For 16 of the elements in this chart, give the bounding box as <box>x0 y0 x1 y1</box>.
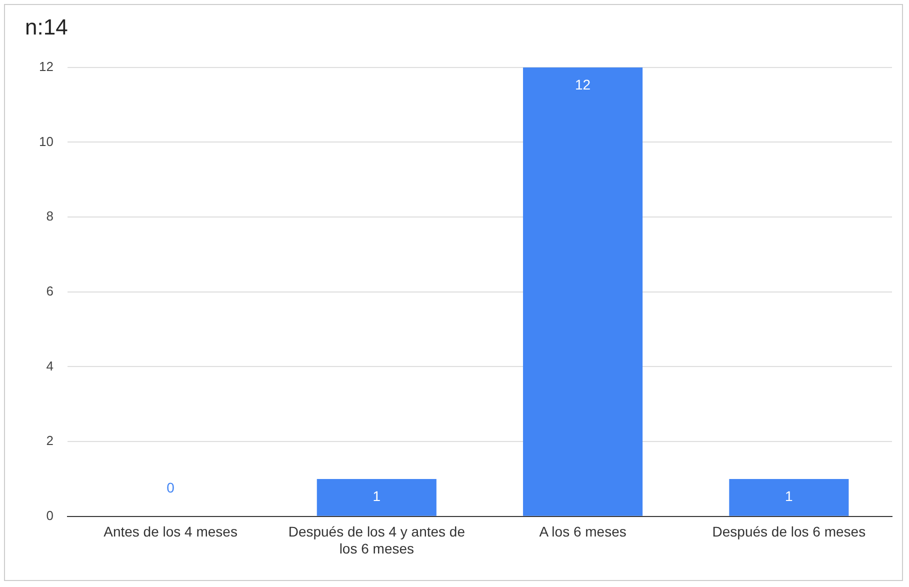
y-tick-label: 10 <box>38 134 54 149</box>
chart-title: n:14 <box>25 14 68 40</box>
y-tick-label: 2 <box>46 433 54 448</box>
y-tick-label: 4 <box>46 358 54 374</box>
x-tick-label: A los 6 meses <box>539 524 626 540</box>
x-tick-label: Después de los 4 y antes de los 6 meses <box>288 524 466 556</box>
y-tick-label: 12 <box>38 58 54 74</box>
y-tick-label: 8 <box>46 208 54 224</box>
y-tick-label: 6 <box>46 283 54 298</box>
data-label: 1 <box>785 488 794 504</box>
x-tick-label: Después de los 6 meses <box>712 524 866 540</box>
data-label: 0 <box>166 479 175 496</box>
data-label: 1 <box>372 488 381 504</box>
x-tick-label: Antes de los 4 meses <box>104 524 238 540</box>
y-tick-label: 0 <box>46 508 54 523</box>
data-label: 12 <box>575 76 591 92</box>
